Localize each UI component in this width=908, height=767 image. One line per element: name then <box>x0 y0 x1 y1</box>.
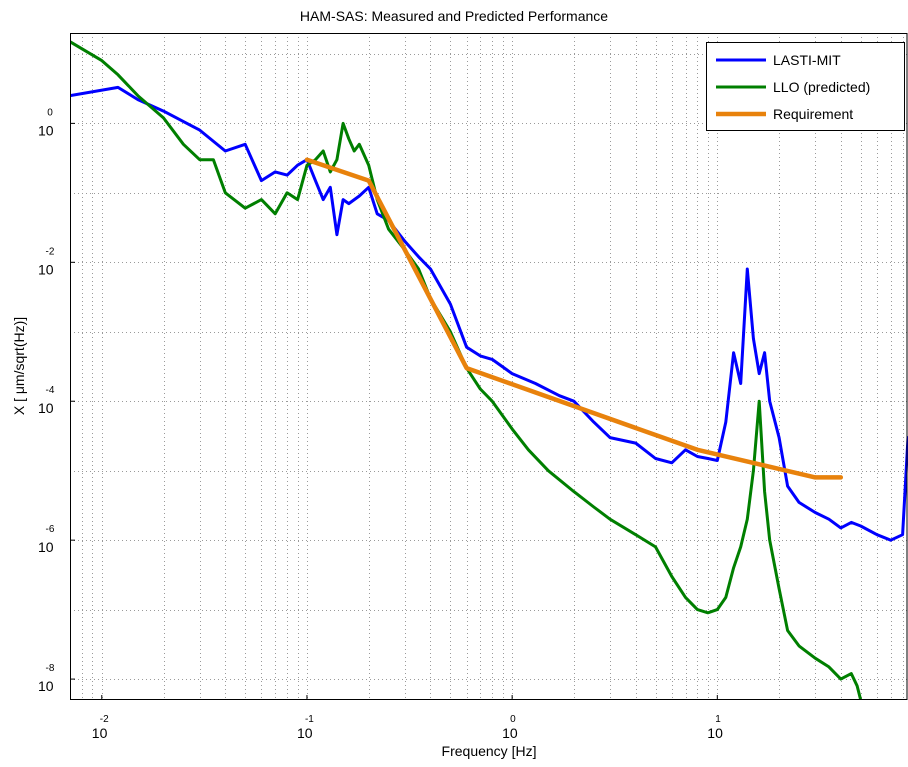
x-tick-label-1: 10 <box>297 725 313 741</box>
y-tick-exponent-0: 0 <box>47 107 53 118</box>
x-tick-label-2: 10 <box>502 725 518 741</box>
legend-label-2: Requirement <box>773 106 853 122</box>
y-tick-label-0: 10 <box>38 122 54 138</box>
y-tick-exponent-2: -4 <box>46 385 55 396</box>
chart-title: HAM-SAS: Measured and Predicted Performa… <box>300 8 608 24</box>
y-axis-label: X [ μm/sqrt(Hz)] <box>11 317 27 415</box>
legend: LASTI-MIT LLO (predicted) Requirement <box>706 42 905 131</box>
series-line-1 <box>70 40 863 700</box>
x-tick-label-3: 10 <box>707 725 723 741</box>
series-line-0 <box>70 85 908 542</box>
y-tick-exponent-3: -6 <box>46 524 55 535</box>
x-axis-label: Frequency [Hz] <box>442 743 537 759</box>
y-tick-label-2: 10 <box>38 400 54 416</box>
y-tick-label-1: 10 <box>38 261 54 277</box>
y-tick-exponent-4: -8 <box>46 663 55 674</box>
legend-label-0: LASTI-MIT <box>773 52 841 68</box>
legend-label-1: LLO (predicted) <box>773 79 870 95</box>
y-tick-label-4: 10 <box>38 678 54 694</box>
y-ticks: 10 0 10 -2 10 -4 10 -6 10 -8 <box>38 107 75 694</box>
x-tick-exponent-3: 1 <box>715 714 721 725</box>
x-tick-label-0: 10 <box>92 725 108 741</box>
series-line-2 <box>304 157 844 480</box>
x-tick-exponent-1: -1 <box>305 714 314 725</box>
plot-frame <box>70 33 908 700</box>
y-tick-exponent-1: -2 <box>46 246 55 257</box>
y-tick-label-3: 10 <box>38 539 54 555</box>
x-tick-exponent-2: 0 <box>510 714 516 725</box>
x-tick-exponent-0: -2 <box>100 714 109 725</box>
series-layer <box>70 40 908 700</box>
